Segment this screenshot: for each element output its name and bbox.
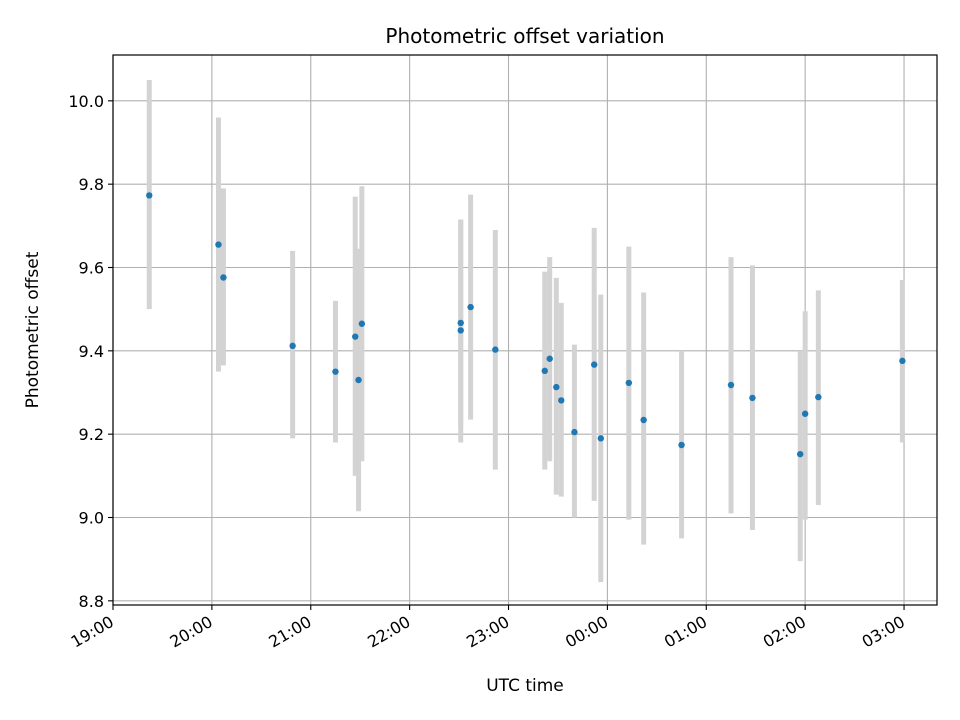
data-point bbox=[553, 383, 560, 391]
data-point bbox=[678, 441, 685, 449]
data-point bbox=[899, 357, 906, 365]
y-tick-label: 9.4 bbox=[79, 342, 104, 361]
data-point bbox=[332, 368, 339, 375]
data-point bbox=[457, 327, 464, 334]
y-tick-label: 10.0 bbox=[68, 92, 104, 111]
data-point bbox=[727, 381, 735, 389]
data-point bbox=[625, 379, 633, 387]
data-point bbox=[801, 410, 809, 417]
y-tick-label: 9.6 bbox=[79, 259, 104, 278]
plot-frame bbox=[112, 54, 938, 606]
x-axis-title: UTC time bbox=[486, 676, 564, 696]
y-tick-label: 9.8 bbox=[79, 175, 104, 194]
data-point bbox=[355, 376, 362, 384]
data-point bbox=[797, 450, 804, 458]
data-point bbox=[640, 416, 647, 424]
point-layer bbox=[146, 192, 906, 458]
data-point bbox=[815, 393, 822, 401]
data-point bbox=[146, 192, 153, 199]
data-point bbox=[571, 428, 578, 436]
data-point bbox=[558, 397, 565, 404]
data-point bbox=[289, 342, 296, 350]
data-point bbox=[215, 241, 222, 248]
y-tick-label: 9.0 bbox=[79, 509, 104, 528]
data-point bbox=[358, 320, 366, 327]
chart-title: Photometric offset variation bbox=[385, 24, 664, 48]
data-point bbox=[352, 333, 359, 340]
data-point bbox=[597, 435, 605, 442]
y-tick-label: 8.8 bbox=[79, 592, 104, 611]
data-point bbox=[749, 394, 756, 402]
data-point bbox=[467, 303, 474, 311]
data-point bbox=[220, 274, 227, 281]
y-tick-label: 9.2 bbox=[79, 425, 104, 444]
data-point bbox=[492, 346, 499, 353]
data-point bbox=[457, 319, 464, 327]
data-point bbox=[541, 367, 548, 375]
y-axis-title: Photometric offset bbox=[23, 251, 43, 408]
data-point bbox=[591, 361, 598, 368]
data-point bbox=[546, 355, 553, 362]
